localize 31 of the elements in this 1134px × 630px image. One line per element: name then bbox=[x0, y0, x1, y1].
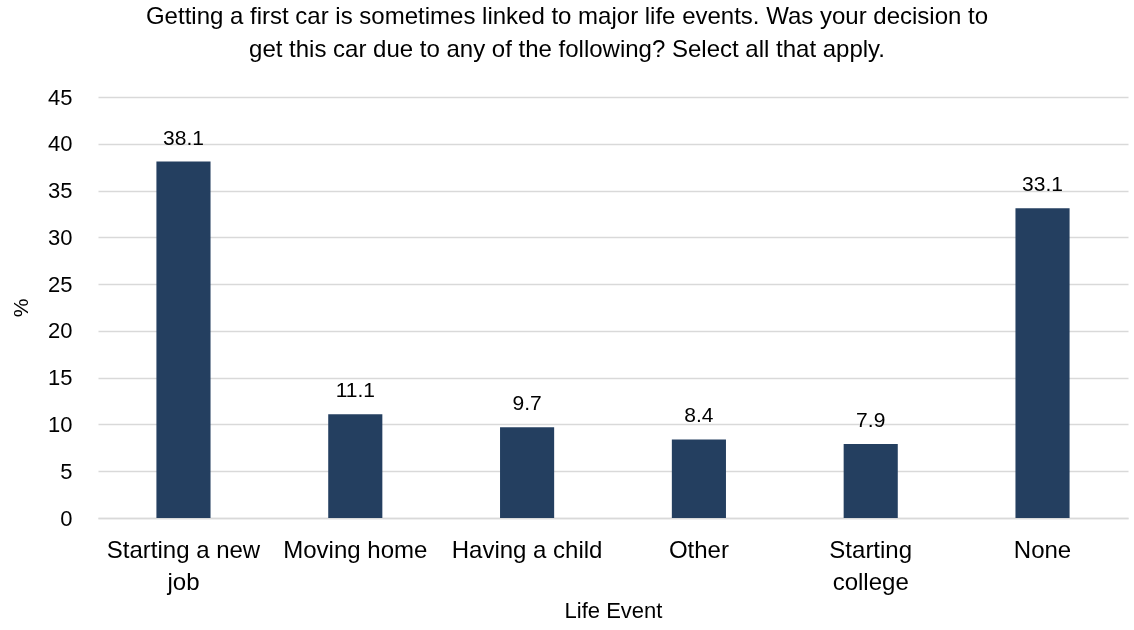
data-label: 9.7 bbox=[512, 391, 542, 415]
data-label: 38.1 bbox=[163, 125, 204, 149]
x-tick-label: None bbox=[1013, 535, 1072, 563]
x-tick-label: Moving home bbox=[283, 535, 428, 563]
y-tick-label: 0 bbox=[60, 505, 73, 531]
y-tick-label: 35 bbox=[48, 178, 73, 204]
y-tick-label: 45 bbox=[48, 84, 73, 110]
y-tick-label: 10 bbox=[48, 411, 73, 437]
y-tick-label: 40 bbox=[48, 131, 73, 157]
bar bbox=[156, 161, 211, 518]
y-axis-title: % bbox=[9, 298, 33, 318]
bar bbox=[843, 444, 898, 518]
x-tick-label: Starting a new job bbox=[106, 535, 261, 595]
x-tick-label: Other bbox=[668, 535, 729, 563]
data-label: 33.1 bbox=[1022, 172, 1063, 196]
bar bbox=[671, 439, 726, 518]
x-tick-label: Having a child bbox=[451, 535, 603, 563]
bar bbox=[500, 427, 555, 518]
data-label: 8.4 bbox=[684, 403, 714, 427]
bar bbox=[328, 414, 383, 518]
y-tick-label: 25 bbox=[48, 271, 73, 297]
y-tick-label: 5 bbox=[60, 458, 73, 484]
y-tick-label: 30 bbox=[48, 224, 73, 250]
data-label: 7.9 bbox=[856, 408, 886, 432]
x-tick-label: Starting college bbox=[829, 535, 913, 595]
data-label: 11.1 bbox=[335, 378, 375, 402]
y-tick-label: 20 bbox=[48, 318, 73, 344]
y-tick-label: 15 bbox=[48, 365, 73, 391]
bar bbox=[1015, 208, 1070, 518]
x-axis-title: Life Event bbox=[564, 597, 663, 623]
chart-title: Getting a first car is sometimes linked to major life events. Was your decision to get this car due to any of the following? Select all that apply. bbox=[145, 2, 989, 62]
